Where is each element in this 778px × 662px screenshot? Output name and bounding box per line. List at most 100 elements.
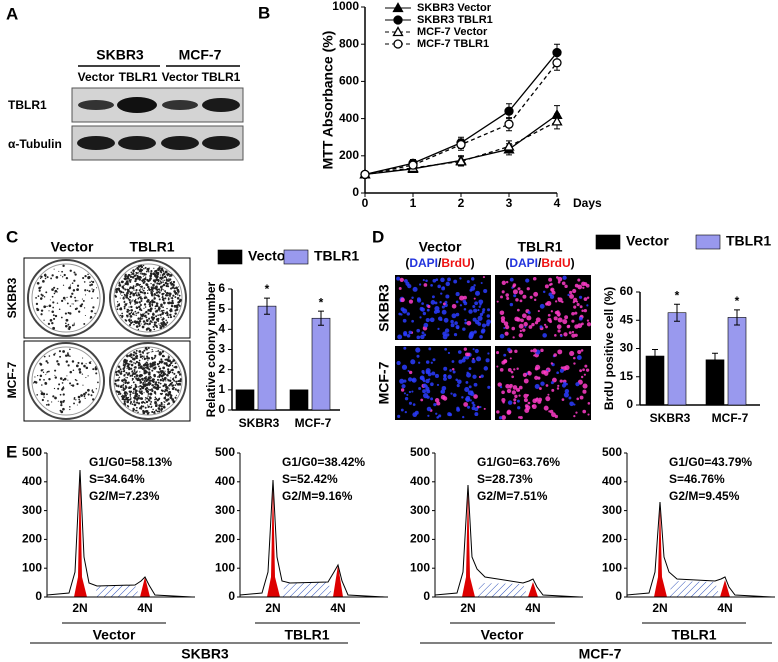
colony [125,397,129,401]
y-tick-label: 400 [215,474,235,488]
nucleus [473,297,476,300]
colony [175,397,177,399]
colony [60,316,63,319]
colony [154,400,157,404]
colony [154,381,158,384]
nucleus [525,278,530,283]
colony [155,350,157,353]
colony [151,384,154,387]
colony [118,283,122,287]
nucleus [435,412,438,415]
nucleus [546,300,552,306]
nucleus [557,384,560,387]
colony [85,363,87,365]
colony [142,289,145,292]
colony [166,358,169,362]
colony [164,281,168,285]
x-tick-label: SKBR3 [650,411,691,425]
colony [140,385,142,387]
legend-swatch [695,234,721,250]
colony [160,358,163,361]
y-tick-label: 100 [22,560,42,574]
colony [82,276,85,280]
nucleus [455,312,460,317]
y-tick-label: 45 [620,312,634,326]
nucleus [469,399,472,402]
colony [65,318,69,322]
nucleus [428,378,431,381]
colony [162,272,166,276]
colony [167,273,171,276]
marker [393,15,403,25]
colony [159,409,161,411]
nucleus [471,406,476,411]
colony [161,312,164,315]
colony [134,385,138,388]
colony [137,277,140,280]
colony [53,353,56,356]
colony [143,369,146,372]
nucleus [474,407,479,412]
nucleus [571,330,575,334]
nucleus [576,303,580,307]
nucleus [416,328,421,333]
nucleus [450,392,453,395]
colony [119,376,121,378]
colony [122,384,124,386]
y-tick-label: 30 [620,341,634,355]
colony [173,372,176,375]
colony [143,357,146,361]
colony [174,365,178,369]
colony [151,318,155,321]
colony [150,270,153,273]
colony [150,376,153,378]
colony [152,290,154,293]
colony [171,387,175,391]
colony [123,374,126,377]
nucleus [398,287,402,290]
colony [137,265,141,268]
nucleus [487,385,491,389]
colony [71,384,75,387]
colony [153,267,155,269]
colony [157,365,160,368]
colony [43,355,46,358]
colony [143,349,146,352]
nucleus [571,319,575,323]
nucleus [445,294,450,299]
fluorescence-images [395,275,592,420]
y-tick-label: 0 [228,589,235,603]
colony [137,379,140,382]
nucleus [522,313,527,319]
nucleus [557,314,561,317]
nucleus [546,369,549,372]
nucleus [400,297,405,303]
colony [87,388,90,392]
colony [139,365,143,369]
colony [134,292,137,295]
colony [165,362,168,365]
colony [46,370,49,373]
y-axis-label: BrdU positive cell (%) [602,287,616,410]
colony [138,301,141,304]
colony [140,285,143,288]
nucleus [456,384,460,388]
nucleus [538,397,542,402]
nucleus [430,283,433,287]
colony [90,283,94,286]
nucleus [532,276,537,281]
nucleus [406,312,410,316]
colony [144,314,147,317]
nucleus [556,324,562,330]
colony [143,303,147,306]
colony [131,374,134,377]
nucleus [580,349,584,352]
nucleus [557,329,561,333]
marker [456,139,466,150]
colony [76,379,78,382]
colony [79,304,83,308]
colony [130,311,133,314]
colony [74,299,77,302]
colony [73,322,75,324]
nucleus [487,308,491,312]
